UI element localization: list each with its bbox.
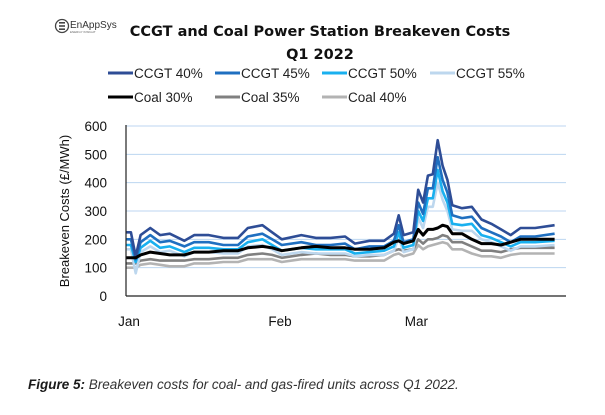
figure-caption: Figure 5: Breakeven costs for coal- and …	[28, 377, 459, 392]
x-tick-label: Feb	[268, 314, 291, 329]
chart-subtitle: Q1 2022	[286, 47, 354, 63]
legend-label: Coal 30%	[134, 90, 193, 105]
legend-label: Coal 35%	[241, 90, 300, 105]
legend-item: CCGT 55%	[430, 66, 525, 81]
legend-item: CCGT 40%	[108, 66, 203, 81]
y-tick-label: 500	[84, 147, 107, 162]
y-axis-ticks: 0 100 200 300 400 500 600	[84, 119, 107, 304]
y-tick-label: 200	[84, 232, 107, 247]
legend-label: CCGT 45%	[241, 66, 310, 81]
x-tick-label: Mar	[405, 314, 429, 329]
series-line-ccgt-40	[126, 138, 555, 258]
legend-item: Coal 35%	[215, 90, 300, 105]
series-line-ccgt-45	[126, 155, 555, 261]
gridlines	[126, 125, 566, 269]
logo-text: EnAppSys	[70, 20, 117, 31]
legend-label: CCGT 40%	[134, 66, 203, 81]
y-tick-label: 400	[84, 176, 107, 191]
x-tick-label: Jan	[118, 314, 140, 329]
caption-label: Figure 5:	[28, 377, 86, 392]
series-line-coal-30	[126, 223, 555, 260]
series-line-ccgt-50	[126, 168, 555, 264]
y-tick-label: 600	[84, 119, 107, 134]
y-tick-label: 100	[84, 261, 107, 276]
legend-label: Coal 40%	[348, 90, 407, 105]
legend-item: CCGT 50%	[322, 66, 417, 81]
y-tick-label: 300	[84, 204, 107, 219]
legend-label: CCGT 50%	[348, 66, 417, 81]
chart-title: CCGT and Coal Power Station Breakeven Co…	[130, 24, 511, 40]
logo-subtext: ENERGY INSIGHT	[70, 30, 96, 34]
y-axis-label: Breakeven Costs (£/MWh)	[57, 135, 72, 287]
x-axis-ticks: Jan Feb Mar	[118, 314, 428, 329]
y-tick-label: 0	[99, 289, 107, 304]
series-lines	[126, 138, 555, 275]
legend-label: CCGT 55%	[456, 66, 525, 81]
enappsys-logo: EnAppSys ENERGY INSIGHT	[54, 18, 117, 34]
legend-item: Coal 30%	[108, 90, 193, 105]
caption-text: Breakeven costs for coal- and gas-fired …	[85, 377, 459, 392]
legend-item: CCGT 45%	[215, 66, 310, 81]
legend-item: Coal 40%	[322, 90, 407, 105]
series-line-coal-40	[126, 240, 555, 270]
legend: CCGT 40% CCGT 45% CCGT 50% CCGT 55% Coal 30%…	[108, 66, 525, 105]
